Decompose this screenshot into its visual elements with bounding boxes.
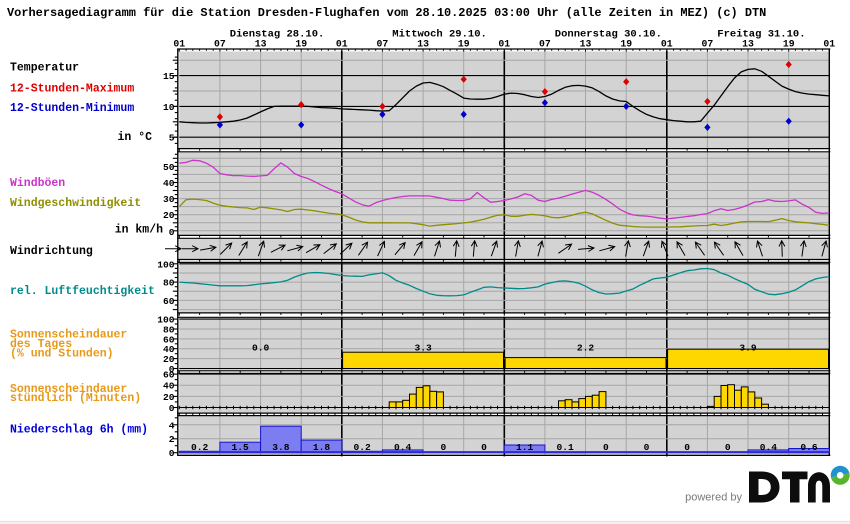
svg-text:0: 0 bbox=[169, 403, 175, 414]
svg-text:0: 0 bbox=[169, 364, 175, 375]
svg-text:13: 13 bbox=[255, 39, 267, 50]
svg-text:60: 60 bbox=[163, 334, 175, 345]
svg-text:100: 100 bbox=[157, 259, 175, 270]
svg-text:in km/h: in km/h bbox=[115, 223, 163, 236]
svg-text:Temperatur: Temperatur bbox=[10, 62, 79, 75]
svg-text:0: 0 bbox=[684, 442, 690, 453]
svg-text:Vorhersagediagramm für die Sta: Vorhersagediagramm für die Station Dresd… bbox=[7, 6, 766, 20]
svg-text:Windgeschwindigkeit: Windgeschwindigkeit bbox=[10, 197, 141, 210]
svg-text:100: 100 bbox=[157, 315, 175, 326]
svg-text:20: 20 bbox=[163, 354, 175, 365]
svg-text:Freitag 31.10.: Freitag 31.10. bbox=[717, 28, 805, 40]
svg-text:1.8: 1.8 bbox=[313, 442, 331, 453]
svg-text:0: 0 bbox=[481, 442, 487, 453]
svg-text:Donnerstag 30.10.: Donnerstag 30.10. bbox=[555, 28, 662, 40]
svg-text:10: 10 bbox=[163, 102, 175, 113]
svg-text:80: 80 bbox=[163, 278, 175, 289]
svg-text:12-Stunden-Minimum: 12-Stunden-Minimum bbox=[10, 102, 134, 115]
svg-text:30: 30 bbox=[163, 194, 175, 205]
svg-text:0.0: 0.0 bbox=[252, 343, 270, 354]
svg-text:13: 13 bbox=[417, 39, 429, 50]
svg-text:80: 80 bbox=[163, 325, 175, 336]
svg-text:4: 4 bbox=[169, 420, 175, 431]
svg-text:01: 01 bbox=[173, 39, 185, 50]
svg-text:01: 01 bbox=[823, 39, 835, 50]
svg-text:07: 07 bbox=[377, 39, 389, 50]
svg-text:des Tages: des Tages bbox=[10, 338, 72, 351]
svg-text:powered by: powered by bbox=[685, 492, 742, 504]
svg-text:40: 40 bbox=[163, 344, 175, 355]
svg-text:3.3: 3.3 bbox=[414, 343, 432, 354]
svg-text:Dienstag 28.10.: Dienstag 28.10. bbox=[230, 28, 325, 40]
svg-text:13: 13 bbox=[742, 39, 754, 50]
svg-text:in °C: in °C bbox=[117, 131, 152, 144]
svg-text:60: 60 bbox=[163, 296, 175, 307]
svg-text:Niederschlag 6h (mm): Niederschlag 6h (mm) bbox=[10, 424, 148, 437]
svg-text:(% und Stunden): (% und Stunden) bbox=[10, 347, 114, 360]
svg-text:50: 50 bbox=[163, 162, 175, 173]
svg-text:Sonnenscheindauer: Sonnenscheindauer bbox=[10, 383, 127, 396]
svg-text:rel. Luftfeuchtigkeit: rel. Luftfeuchtigkeit bbox=[10, 285, 155, 298]
svg-text:0: 0 bbox=[603, 442, 609, 453]
svg-text:15: 15 bbox=[163, 71, 175, 82]
svg-text:1.5: 1.5 bbox=[232, 442, 250, 453]
svg-text:13: 13 bbox=[580, 39, 592, 50]
svg-text:01: 01 bbox=[498, 39, 510, 50]
svg-text:0.4: 0.4 bbox=[394, 442, 412, 453]
svg-text:0: 0 bbox=[441, 442, 447, 453]
svg-text:0.4: 0.4 bbox=[760, 442, 778, 453]
svg-text:19: 19 bbox=[458, 39, 470, 50]
svg-text:19: 19 bbox=[783, 39, 795, 50]
svg-text:0.1: 0.1 bbox=[557, 442, 575, 453]
svg-text:3.9: 3.9 bbox=[739, 343, 757, 354]
svg-text:1.1: 1.1 bbox=[516, 442, 534, 453]
svg-text:0.6: 0.6 bbox=[800, 442, 818, 453]
svg-text:0.2: 0.2 bbox=[353, 442, 371, 453]
svg-text:19: 19 bbox=[620, 39, 632, 50]
svg-text:07: 07 bbox=[539, 39, 551, 50]
svg-text:Windrichtung: Windrichtung bbox=[10, 245, 93, 258]
svg-text:Windböen: Windböen bbox=[10, 177, 65, 190]
svg-text:2: 2 bbox=[169, 434, 175, 445]
svg-text:40: 40 bbox=[163, 381, 175, 392]
svg-text:Mittwoch 29.10.: Mittwoch 29.10. bbox=[392, 28, 487, 40]
svg-text:5: 5 bbox=[169, 133, 175, 144]
svg-text:0: 0 bbox=[169, 448, 175, 459]
svg-text:07: 07 bbox=[214, 39, 226, 50]
svg-text:0.2: 0.2 bbox=[191, 442, 209, 453]
svg-text:2.2: 2.2 bbox=[577, 343, 595, 354]
svg-text:07: 07 bbox=[702, 39, 714, 50]
svg-text:0: 0 bbox=[169, 227, 175, 238]
svg-text:3.8: 3.8 bbox=[272, 442, 290, 453]
svg-text:60: 60 bbox=[163, 370, 175, 381]
svg-text:12-Stunden-Maximum: 12-Stunden-Maximum bbox=[10, 83, 134, 96]
svg-text:01: 01 bbox=[661, 39, 673, 50]
svg-text:01: 01 bbox=[336, 39, 348, 50]
svg-text:19: 19 bbox=[295, 39, 307, 50]
svg-text:0: 0 bbox=[644, 442, 650, 453]
svg-text:Sonnenscheindauer: Sonnenscheindauer bbox=[10, 329, 127, 342]
svg-text:20: 20 bbox=[163, 210, 175, 221]
svg-text:40: 40 bbox=[163, 178, 175, 189]
svg-text:0: 0 bbox=[725, 442, 731, 453]
svg-text:stündlich (Minuten): stündlich (Minuten) bbox=[10, 392, 141, 405]
svg-text:20: 20 bbox=[163, 392, 175, 403]
